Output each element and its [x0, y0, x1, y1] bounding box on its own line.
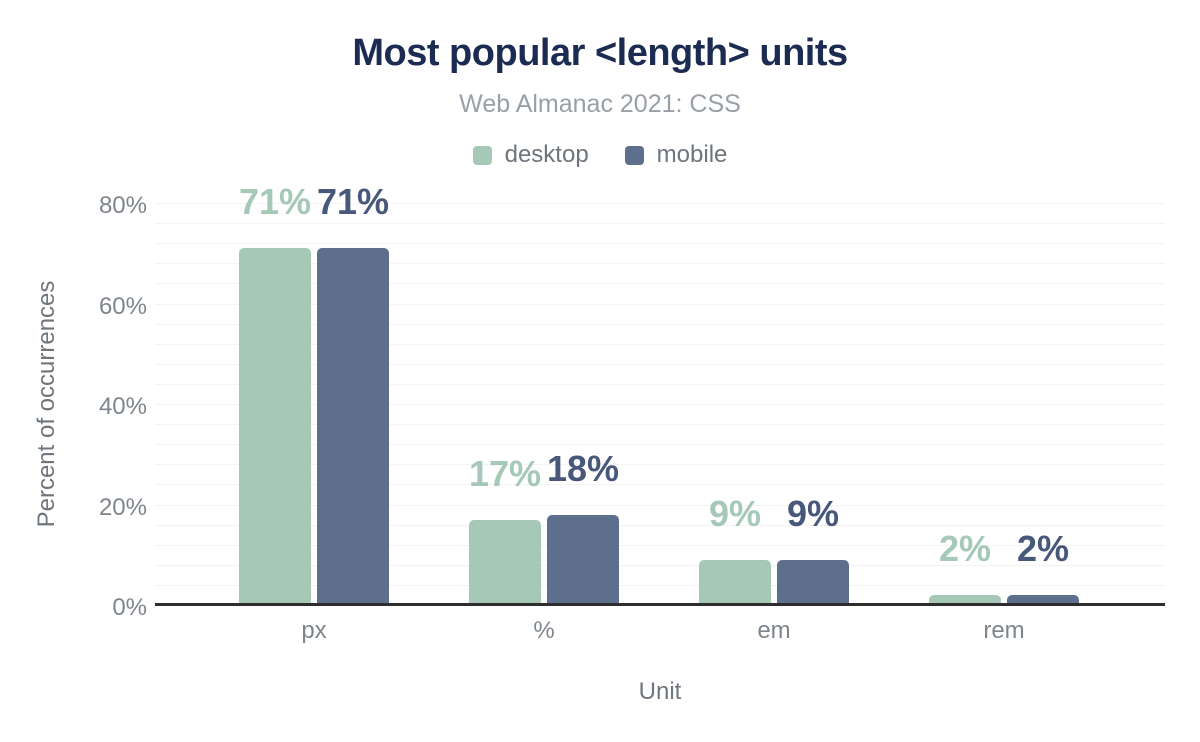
gridline — [155, 263, 1165, 264]
gridline — [155, 464, 1165, 465]
legend-item-mobile[interactable]: mobile — [624, 141, 728, 169]
legend-swatch-desktop — [472, 145, 492, 165]
gridline — [155, 545, 1165, 546]
bar-desktop-em[interactable] — [699, 559, 771, 605]
gridline — [155, 223, 1165, 224]
x-tick-label-em: em — [757, 617, 791, 644]
gridline — [155, 283, 1165, 284]
y-tick-label: 0% — [112, 594, 147, 621]
legend-label: desktop — [504, 141, 589, 168]
gridline — [155, 243, 1165, 244]
bar-mobile-%[interactable] — [547, 514, 619, 605]
legend-swatch-mobile — [624, 145, 644, 165]
legend-label: mobile — [656, 141, 728, 168]
value-label-desktop-rem: 2% — [938, 527, 992, 569]
bar-mobile-em[interactable] — [777, 559, 849, 605]
gridline — [155, 525, 1165, 526]
gridline — [155, 344, 1165, 345]
y-tick-label: 60% — [98, 292, 147, 320]
x-tick-label-px: px — [301, 617, 327, 644]
value-label-desktop-em: 9% — [708, 492, 762, 534]
gridline — [155, 505, 1165, 506]
value-label-mobile-em: 9% — [786, 492, 840, 534]
gridline — [155, 404, 1165, 405]
legend: desktop mobile — [0, 141, 1200, 169]
y-tick-label: 20% — [98, 493, 147, 521]
y-tick-label: 40% — [98, 393, 147, 420]
y-tick-label: 80% — [98, 192, 147, 219]
gridline — [155, 203, 1165, 204]
gridline — [155, 424, 1165, 425]
value-label-mobile-rem: 2% — [1016, 527, 1070, 569]
bar-desktop-px[interactable] — [239, 248, 311, 605]
gridline — [155, 444, 1165, 445]
gridline — [155, 484, 1165, 485]
gridline — [155, 364, 1165, 365]
x-axis-title: Unit — [638, 678, 682, 705]
y-axis-title: Percent of occurrences — [33, 280, 60, 528]
value-label-desktop-%: 17% — [468, 452, 542, 494]
bar-desktop-rem[interactable] — [929, 594, 1001, 605]
bar-desktop-%[interactable] — [469, 519, 541, 605]
gridline — [155, 324, 1165, 325]
x-tick-label-rem: rem — [983, 617, 1025, 644]
value-label-desktop-px: 71% — [238, 181, 312, 223]
x-axis-line — [155, 603, 1165, 606]
bar-mobile-px[interactable] — [317, 248, 389, 605]
gridline — [155, 585, 1165, 586]
value-label-mobile-%: 18% — [546, 447, 620, 489]
legend-item-desktop[interactable]: desktop — [472, 141, 589, 169]
chart-title: Most popular <length> units — [352, 32, 848, 74]
value-label-mobile-px: 71% — [316, 181, 390, 223]
x-tick-label-%: % — [533, 617, 555, 644]
bar-mobile-rem[interactable] — [1007, 594, 1079, 605]
gridline — [155, 565, 1165, 566]
gridline — [155, 304, 1165, 305]
chart-subtitle: Web Almanac 2021: CSS — [459, 90, 741, 118]
gridline — [155, 384, 1165, 385]
